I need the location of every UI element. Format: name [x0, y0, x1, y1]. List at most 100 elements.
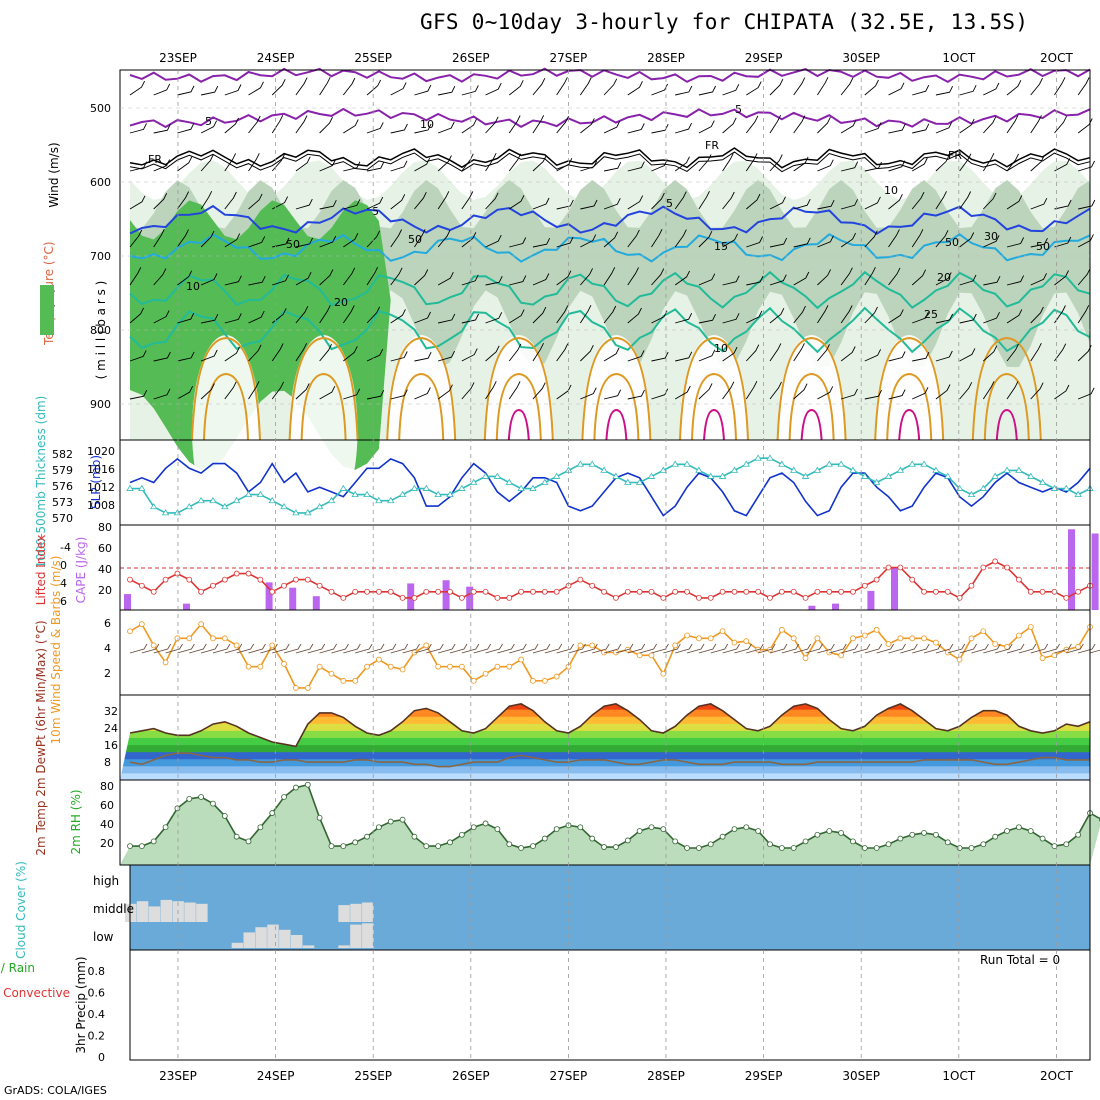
wind-barb: [769, 381, 782, 400]
data-point: [316, 663, 323, 670]
lifted-index-series: [127, 558, 1093, 601]
wind-barb-10m: [1066, 643, 1084, 654]
wind-barb-10m: [722, 643, 740, 654]
wind-barb: [200, 273, 218, 286]
wind-barb: [698, 349, 716, 362]
wind-barb-10m: [675, 643, 693, 654]
data-point: [956, 845, 963, 851]
wind-barb: [722, 275, 740, 286]
wind-barb: [1006, 79, 1022, 96]
contour-label: 15: [714, 240, 728, 253]
wind-barb: [1054, 270, 1069, 286]
wind-barb: [580, 344, 594, 362]
data-point: [778, 845, 785, 851]
cloud-cell: [125, 903, 137, 922]
data-point: [185, 503, 193, 510]
data-point: [719, 588, 726, 595]
wind-barb: [1006, 275, 1025, 286]
wind-barb-10m: [805, 643, 823, 654]
data-point: [221, 635, 228, 642]
wind-barb: [793, 271, 810, 286]
wind-barb-10m: [686, 643, 705, 654]
wind-barb: [935, 350, 953, 362]
data-point: [850, 838, 856, 845]
wind-barb: [153, 228, 165, 248]
data-point: [138, 621, 145, 628]
data-point: [884, 472, 893, 479]
data-point: [328, 588, 335, 595]
wind-barb: [509, 309, 525, 324]
data-point: [576, 460, 585, 467]
data-point: [600, 466, 608, 473]
data-point: [458, 594, 465, 601]
wind-barb: [224, 346, 240, 362]
wind-barb: [295, 271, 312, 286]
thickness-series-line: [130, 457, 1091, 514]
cape-bar: [407, 583, 415, 610]
wind-barb: [461, 85, 479, 96]
cloud-cell: [350, 903, 362, 922]
wind-barb: [485, 152, 497, 172]
data-point: [364, 833, 370, 840]
contour-35-dome: [995, 408, 1018, 441]
data-point: [909, 576, 916, 583]
data-point: [423, 843, 430, 850]
cloud-cell: [148, 906, 161, 922]
wind-barb: [485, 345, 500, 362]
cape-bar: [867, 590, 875, 610]
wind-barb: [912, 387, 929, 400]
wind-barb: [935, 384, 951, 400]
data-point: [553, 673, 560, 680]
contour-30-dome: [398, 372, 445, 441]
wind-barb: [366, 230, 381, 248]
data-point: [1050, 484, 1059, 491]
wind-barb: [722, 346, 738, 362]
wind-barb: [508, 115, 521, 134]
contour-30-dome: [495, 372, 542, 441]
ylabel-precip: 3hr Precip (mm): [74, 956, 88, 1053]
contour-label: 5: [372, 205, 379, 218]
ytick-temp: 24: [104, 722, 118, 735]
data-point: [506, 594, 513, 601]
ylabel-cloud: Cloud Cover (%): [14, 861, 28, 959]
wind-barb: [1077, 77, 1090, 96]
wind-barb-10m: [734, 643, 752, 654]
data-point: [292, 509, 300, 516]
contour-30-dome: [788, 372, 835, 441]
wind-barb: [959, 191, 972, 210]
data-point: [933, 639, 939, 646]
data-point: [671, 460, 679, 467]
data-point: [327, 496, 336, 504]
wind-barb: [603, 347, 620, 362]
wind-barb: [272, 196, 289, 210]
wind-barb: [627, 229, 640, 248]
contour-label: 20: [937, 271, 951, 284]
data-point: [896, 466, 905, 473]
wind-barb: [579, 304, 592, 324]
cape-bar: [312, 596, 320, 610]
wind-barb: [1030, 342, 1042, 362]
wind-barb: [509, 237, 527, 248]
wind-barb: [153, 192, 168, 210]
wind-barb: [342, 267, 356, 286]
data-point: [304, 685, 311, 691]
wind-barb: [509, 275, 527, 286]
wind-barb: [603, 389, 622, 400]
data-point: [494, 826, 501, 833]
wind-barb-10m: [343, 643, 361, 654]
data-point: [352, 588, 359, 595]
wind-barb-10m: [201, 643, 219, 654]
wind-barb: [793, 237, 811, 248]
date-label-top: 1OCT: [942, 51, 975, 65]
data-point: [659, 466, 668, 473]
wind-barb: [1006, 381, 1019, 400]
date-label-top: 23SEP: [159, 51, 197, 65]
wind-barb: [698, 273, 716, 286]
contour-25-dome: [483, 336, 554, 441]
date-label-top: 25SEP: [354, 51, 392, 65]
wind-barb-10m: [746, 643, 764, 654]
data-point: [980, 841, 987, 848]
wind-barb: [698, 383, 713, 400]
data-point: [731, 639, 738, 646]
wind-barb-10m: [248, 643, 266, 654]
